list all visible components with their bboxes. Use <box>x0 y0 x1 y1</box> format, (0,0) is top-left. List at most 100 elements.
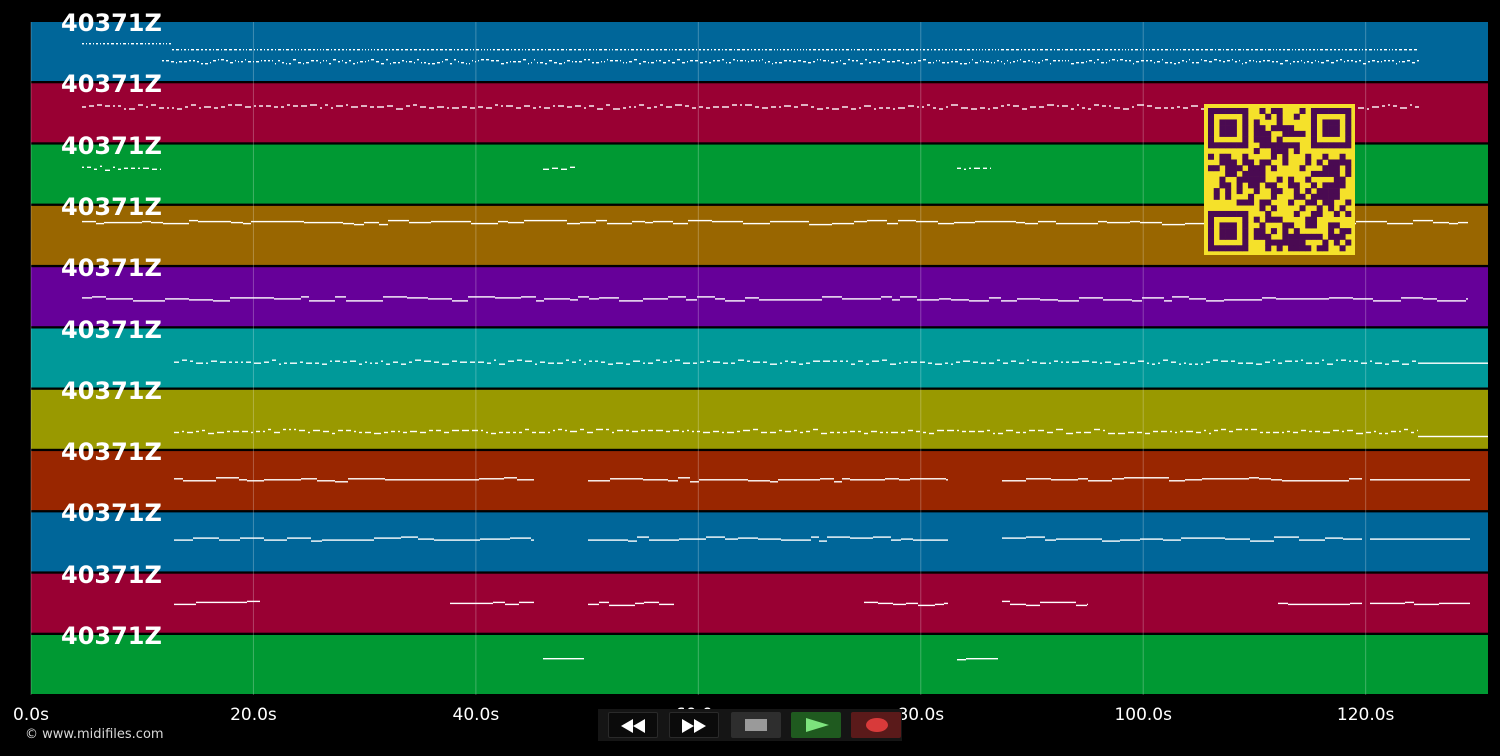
note-mark <box>1065 60 1066 62</box>
note-mark <box>129 108 135 110</box>
note-mark <box>1389 49 1390 51</box>
note-mark <box>274 106 278 108</box>
note-mark <box>481 49 482 51</box>
rewind-button[interactable] <box>608 712 658 738</box>
note-mark <box>1088 480 1112 482</box>
note-mark <box>275 49 276 51</box>
qr-module <box>1230 159 1237 166</box>
note-mark <box>359 363 362 365</box>
note-mark <box>945 362 948 364</box>
note-mark <box>755 106 759 108</box>
note-mark <box>286 49 289 51</box>
note-mark <box>843 63 846 65</box>
qr-module <box>1328 233 1335 240</box>
note-mark <box>672 62 675 64</box>
note-mark <box>1245 62 1247 64</box>
note-mark <box>882 359 887 361</box>
note-mark <box>1118 49 1120 51</box>
note-mark <box>785 360 788 362</box>
note-mark <box>429 107 434 109</box>
note-mark <box>493 601 505 604</box>
note-mark <box>398 430 400 433</box>
note-mark <box>434 539 453 541</box>
note-mark <box>607 59 608 61</box>
note-mark <box>293 59 296 61</box>
note-mark <box>789 60 791 62</box>
note-mark <box>196 49 199 51</box>
note-mark <box>740 104 742 106</box>
note-mark <box>1137 104 1144 106</box>
note-mark <box>712 220 735 223</box>
qr-module <box>1225 182 1232 189</box>
note-mark <box>309 300 335 302</box>
note-mark <box>989 362 994 364</box>
note-mark <box>1417 60 1419 62</box>
qr-module <box>1219 108 1226 115</box>
note-mark <box>893 108 895 110</box>
note-mark <box>1385 432 1388 435</box>
fast-forward-button[interactable] <box>669 712 719 738</box>
note-mark <box>1023 431 1026 434</box>
note-mark <box>891 431 898 434</box>
note-mark <box>842 478 850 480</box>
note-mark <box>264 539 287 541</box>
note-mark <box>1086 61 1087 63</box>
qr-module <box>1310 170 1317 177</box>
track-band <box>31 389 1488 449</box>
note-mark <box>174 478 183 480</box>
note-mark <box>375 362 378 364</box>
note-mark <box>264 479 275 481</box>
note-mark <box>1433 221 1449 224</box>
note-mark <box>166 60 169 62</box>
qr-code[interactable] <box>1204 104 1355 255</box>
note-mark <box>148 43 150 45</box>
note-mark <box>610 60 613 62</box>
note-mark <box>597 108 603 110</box>
note-mark <box>774 49 775 51</box>
note-mark <box>317 221 325 224</box>
note-mark <box>1173 49 1174 51</box>
note-mark <box>751 60 754 62</box>
qr-module <box>1253 148 1260 155</box>
qr-module <box>1345 136 1352 143</box>
note-mark <box>1026 536 1045 538</box>
stop-button[interactable] <box>731 712 781 738</box>
note-mark <box>759 60 760 62</box>
note-mark <box>888 49 891 51</box>
qr-module <box>1265 199 1272 206</box>
note-mark <box>379 223 388 226</box>
note-mark <box>166 43 167 45</box>
note-mark <box>1249 60 1251 62</box>
record-button[interactable] <box>851 712 901 738</box>
note-mark <box>1206 300 1224 302</box>
note-mark <box>1388 104 1390 106</box>
note-mark <box>1459 435 1469 438</box>
note-mark <box>188 49 189 51</box>
note-mark <box>561 49 564 51</box>
note-mark <box>1153 430 1158 433</box>
note-mark <box>385 49 387 51</box>
note-mark <box>840 360 843 362</box>
note-mark <box>910 478 922 480</box>
note-mark <box>664 49 667 51</box>
qr-module <box>1225 245 1232 252</box>
qr-module <box>1345 108 1352 115</box>
play-button[interactable] <box>791 712 841 738</box>
note-mark <box>623 62 624 64</box>
note-mark <box>874 49 875 51</box>
note-mark <box>567 106 572 108</box>
note-mark <box>240 537 264 539</box>
note-mark <box>1309 49 1311 51</box>
note-mark <box>225 601 247 604</box>
note-mark <box>703 431 710 434</box>
note-mark <box>349 60 351 62</box>
note-mark <box>1331 62 1334 64</box>
note-mark <box>320 49 321 51</box>
note-mark <box>613 108 620 110</box>
note-mark <box>771 106 776 108</box>
note-mark <box>183 480 194 482</box>
note-mark <box>951 363 953 365</box>
note-mark <box>1162 59 1163 61</box>
qr-module <box>1219 153 1226 160</box>
note-mark <box>506 49 509 51</box>
